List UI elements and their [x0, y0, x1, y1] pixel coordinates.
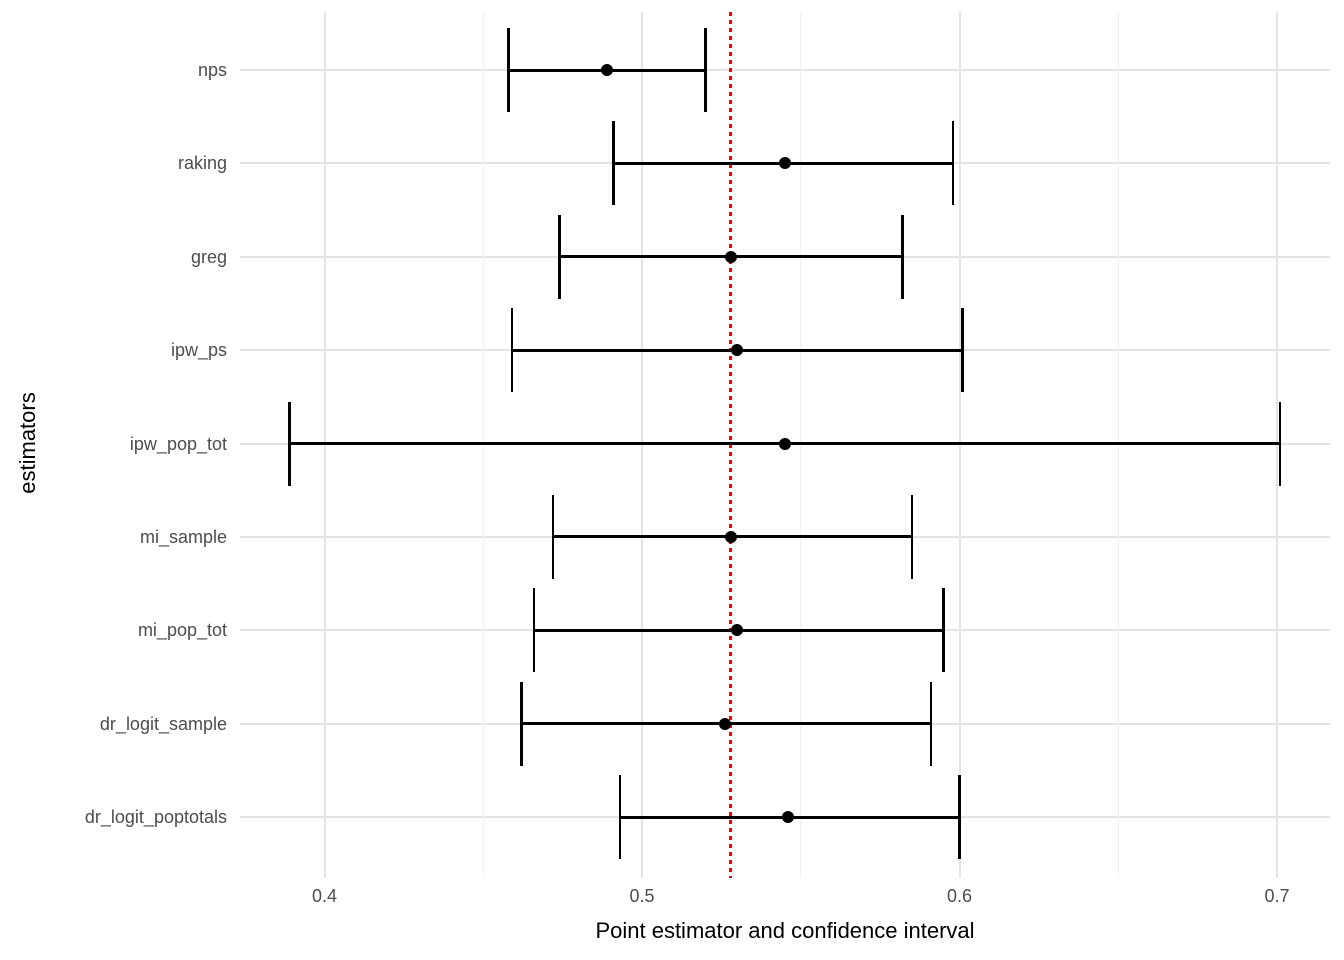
reference-line: [729, 12, 733, 878]
y-tick-label: mi_pop_tot: [137, 620, 227, 641]
errorbar-cap-left: [520, 681, 523, 766]
errorbar-cap-right: [910, 494, 914, 579]
y-tick-label: dr_logit_poptotals: [84, 807, 227, 827]
point-estimate-dot: [782, 811, 795, 823]
x-axis-title: Point estimator and confidence interval: [595, 918, 975, 943]
vertical-gridline-major: [1276, 12, 1278, 878]
errorbar-cap-right: [929, 681, 933, 766]
y-tick-label: mi_sample: [139, 526, 227, 547]
vertical-gridline-minor: [1117, 12, 1119, 878]
vertical-gridline-major: [958, 12, 961, 878]
y-tick-label: greg: [190, 246, 227, 267]
errorbar-cap-right: [704, 28, 707, 112]
horizontal-gridline: [240, 69, 1330, 71]
y-tick-label: raking: [177, 153, 227, 174]
point-estimate-dot: [718, 717, 731, 730]
point-estimate-dot: [778, 157, 791, 170]
errorbar-cap-left: [510, 308, 514, 393]
x-tick-label: 0.7: [1264, 886, 1290, 906]
vertical-gridline-major: [641, 12, 643, 878]
y-tick-label: ipw_ps: [170, 340, 227, 361]
errorbar-cap-left: [618, 775, 622, 859]
point-estimate-dot: [724, 530, 737, 543]
errorbar-cap-right: [942, 588, 945, 673]
x-tick-label: 0.4: [311, 886, 338, 906]
point-estimate-dot: [778, 437, 791, 450]
x-tick-label: 0.5: [629, 886, 655, 906]
point-estimate-dot: [601, 64, 614, 76]
errorbar-cap-left: [288, 401, 291, 486]
errorbar-cap-right: [1278, 401, 1282, 486]
vertical-gridline-minor: [800, 12, 802, 878]
x-tick-label: 0.6: [946, 886, 973, 906]
errorbar-cap-right: [951, 121, 955, 206]
y-tick-label: dr_logit_sample: [99, 713, 227, 734]
y-tick-label: nps: [197, 60, 227, 80]
point-estimate-dot: [731, 624, 744, 637]
point-estimate-dot: [731, 344, 744, 357]
vertical-gridline-minor: [482, 12, 484, 878]
errorbar-cap-right: [901, 214, 904, 299]
errorbar-cap-left: [558, 214, 561, 299]
errorbar-cap-left: [551, 494, 555, 579]
plot-panel: [240, 12, 1330, 878]
errorbar-cap-left: [532, 588, 536, 673]
vertical-gridline-major: [323, 12, 326, 878]
errorbar-cap-left: [507, 28, 510, 112]
errorbar-cap-right: [958, 775, 961, 859]
errorbar-cap-left: [612, 121, 615, 206]
y-tick-label: ipw_pop_tot: [129, 433, 227, 454]
point-estimate-dot: [724, 250, 737, 263]
errorbar-cap-right: [961, 308, 964, 393]
